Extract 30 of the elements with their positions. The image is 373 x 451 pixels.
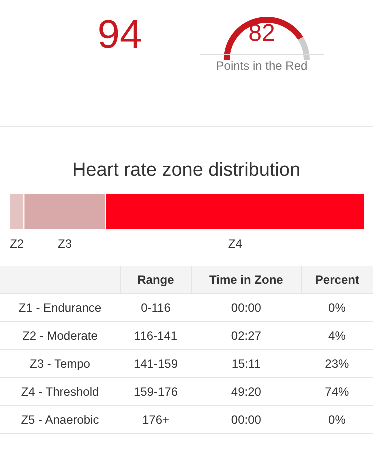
text: 82 [248, 20, 276, 48]
text: 141-159 [120, 350, 192, 378]
text: Z3 - Tempo [0, 350, 120, 378]
text: 23% [301, 350, 373, 378]
series-label: Z4 [227, 237, 244, 251]
text: 74% [301, 378, 373, 406]
text: Percent [301, 266, 373, 294]
text: 159-176 [120, 378, 192, 406]
chart-title: Heart rate zone distribution [71, 160, 302, 182]
text: 94 [96, 12, 144, 58]
text: Z5 - Anaerobic [0, 406, 120, 434]
text: 15:11 [191, 350, 302, 378]
text: 116-141 [120, 322, 192, 350]
text: Time in Zone [191, 266, 302, 294]
text: 02:27 [191, 322, 302, 350]
text: 0% [301, 406, 373, 434]
text: Range [120, 266, 192, 294]
text: 0-116 [120, 294, 192, 322]
text: 4% [301, 322, 373, 350]
text: Z2 - Moderate [0, 322, 120, 350]
series-label: Z3 [57, 237, 74, 251]
text: 0% [301, 294, 373, 322]
text: 176+ [120, 406, 192, 434]
text: Points in the Red [215, 59, 309, 73]
text: Z4 - Threshold [0, 378, 120, 406]
text: 49:20 [191, 378, 302, 406]
text: 00:00 [191, 406, 302, 434]
text: 00:00 [191, 294, 302, 322]
series-label: Z2 [9, 237, 26, 251]
text: Z1 - Endurance [0, 294, 120, 322]
